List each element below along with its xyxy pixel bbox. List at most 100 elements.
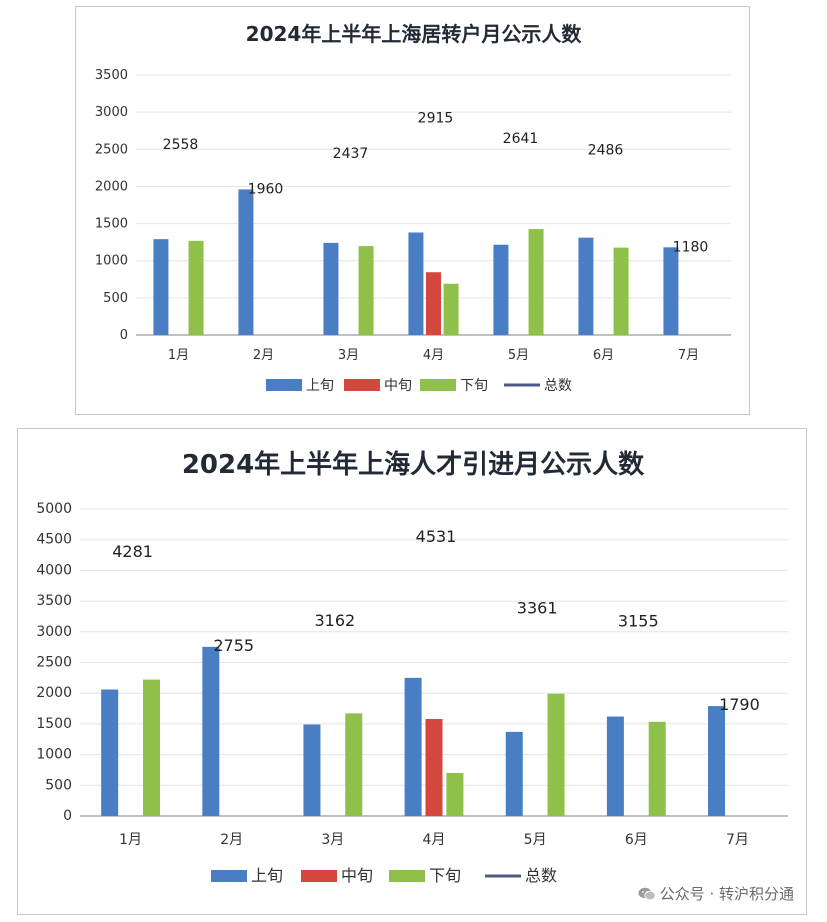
x-tick-label: 2月 (253, 348, 274, 363)
legend-swatch-xia (389, 870, 425, 882)
bar-xia (528, 229, 544, 335)
bar-shang (303, 724, 321, 816)
bar-zhong (426, 272, 441, 335)
bar-xia (345, 713, 363, 816)
wechat-icon (638, 887, 656, 901)
total-data-label: 2755 (213, 636, 254, 655)
bar-shang (323, 242, 339, 335)
bar-shang (606, 716, 624, 816)
x-tick-label: 1月 (168, 348, 189, 363)
bar-xia (188, 240, 204, 335)
chart-panel-settlement: 2024年上半年上海居转户月公示人数 0 500 1000 1500 2000 2500 30… (75, 6, 750, 415)
total-data-label: 1180 (673, 239, 709, 255)
x-tick-label: 2月 (220, 832, 243, 848)
total-data-label: 3155 (618, 611, 659, 630)
x-tick-label: 3月 (321, 832, 344, 848)
legend-item-zhong: 中旬 (344, 378, 412, 394)
y-tick-label: 2500 (36, 655, 72, 671)
legend-label-zhong: 中旬 (341, 866, 373, 885)
bar-xia (358, 246, 374, 335)
total-data-label: 1960 (248, 181, 284, 197)
total-data-label: 2558 (163, 137, 199, 153)
y-tick-label: 1000 (36, 747, 72, 763)
bar-xia (443, 283, 459, 335)
bar-xia (613, 247, 629, 335)
legend-swatch-shang (266, 379, 302, 391)
chart-title: 2024年上半年上海人才引进月公示人数 (182, 449, 645, 480)
bar-shang (578, 237, 594, 335)
x-tick-label: 5月 (508, 348, 529, 363)
total-data-label: 3361 (517, 599, 558, 618)
y-tick-label: 4500 (36, 532, 72, 548)
legend-swatch-xia (420, 379, 456, 391)
y-tick-label: 1500 (95, 217, 128, 232)
y-tick-label: 1000 (95, 254, 128, 269)
chart-svg: 2024年上半年上海人才引进月公示人数 0 500 1000 1500 2000 2500 3… (36, 449, 788, 885)
y-tick-label: 0 (120, 328, 128, 343)
total-data-label: 4531 (416, 527, 457, 546)
chart-svg: 2024年上半年上海居转户月公示人数 0 500 1000 1500 2000 2500 30… (95, 22, 731, 394)
legend-item-total: 总数 (485, 866, 557, 885)
bar-shang (238, 189, 254, 335)
total-data-label: 2915 (418, 110, 454, 126)
x-tick-label: 7月 (726, 832, 749, 848)
legend-label-zhong: 中旬 (384, 378, 412, 394)
bar-xia (446, 772, 464, 816)
legend-item-zhong: 中旬 (301, 866, 373, 885)
y-tick-label: 2000 (36, 685, 72, 701)
x-tick-label: 1月 (119, 832, 142, 848)
x-tick-label: 3月 (338, 348, 359, 363)
legend-item-shang: 上旬 (211, 866, 283, 885)
x-tick-label: 5月 (524, 832, 547, 848)
bar-xia (648, 721, 666, 816)
bar-shang (663, 247, 679, 335)
legend-label-total: 总数 (525, 866, 557, 885)
x-tick-label: 4月 (423, 832, 446, 848)
chart-title: 2024年上半年上海居转户月公示人数 (246, 22, 583, 46)
bar-zhong (425, 718, 443, 816)
y-tick-label: 5000 (36, 501, 72, 517)
legend-swatch-zhong (344, 379, 380, 391)
total-data-label: 1790 (719, 695, 760, 714)
y-tick-label: 0 (63, 808, 72, 824)
y-tick-label: 3000 (36, 624, 72, 640)
bar-xia (142, 679, 160, 816)
legend-label-xia: 下旬 (429, 866, 461, 885)
chart-panel-talent: 2024年上半年上海人才引进月公示人数 0 500 1000 1500 2000 2500 3… (17, 428, 807, 915)
bar-shang (153, 239, 169, 335)
total-data-label: 3162 (314, 611, 355, 630)
bar-xia (547, 693, 565, 816)
y-tick-label: 1500 (36, 716, 72, 732)
y-tick-label: 3500 (36, 593, 72, 609)
legend-label-xia: 下旬 (460, 378, 488, 394)
bar-shang (708, 706, 726, 816)
legend-item-xia: 下旬 (420, 378, 488, 394)
bar-shang (404, 677, 422, 816)
legend-label-total: 总数 (544, 378, 572, 394)
y-tick-label: 2500 (95, 142, 128, 157)
total-data-label: 2641 (503, 131, 539, 147)
bar-shang (408, 232, 424, 335)
bar-shang (101, 689, 119, 816)
y-tick-label: 4000 (36, 562, 72, 578)
legend-label-shang: 上旬 (251, 866, 283, 885)
bar-shang (202, 646, 220, 816)
legend-item-total: 总数 (504, 378, 572, 394)
total-data-label: 2486 (588, 142, 624, 158)
x-tick-label: 6月 (625, 832, 648, 848)
y-tick-label: 3000 (95, 105, 128, 120)
bar-shang (493, 244, 509, 335)
legend-swatch-zhong (301, 870, 337, 882)
legend-item-shang: 上旬 (266, 378, 334, 394)
legend-item-xia: 下旬 (389, 866, 461, 885)
y-tick-label: 2000 (95, 179, 128, 194)
y-tick-label: 500 (103, 291, 128, 306)
y-tick-label: 500 (45, 777, 72, 793)
watermark-text: 公众号 · 转沪积分通 (659, 885, 794, 903)
bar-shang (505, 731, 523, 816)
total-data-label: 2437 (333, 146, 369, 162)
total-data-label: 4281 (112, 542, 153, 561)
x-tick-label: 6月 (593, 348, 614, 363)
watermark: 公众号 · 转沪积分通 (638, 883, 794, 904)
x-tick-label: 4月 (423, 348, 444, 363)
